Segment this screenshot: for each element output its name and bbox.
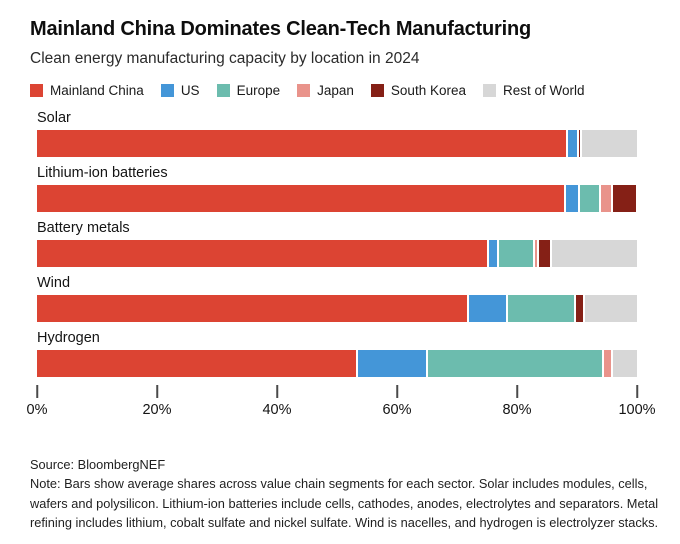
legend-label: Europe <box>236 83 281 98</box>
axis-tick-mark <box>516 385 518 398</box>
bar-segment-rest-of-world <box>582 295 637 322</box>
legend-item-us: US <box>160 83 200 98</box>
stacked-bar-chart: Solar Lithium-ion batteries Battery metals… <box>37 110 639 377</box>
note-text: Note: Bars show average shares across va… <box>30 476 659 530</box>
legend-swatch-icon <box>30 84 43 97</box>
legend-swatch-icon <box>216 84 230 97</box>
legend-swatch-icon <box>297 84 311 97</box>
x-axis: 0% 20% 40% 60% 80% 100% <box>27 385 656 423</box>
bar-segment-japan <box>533 240 537 267</box>
bar-label: Hydrogen <box>37 330 100 346</box>
legend-swatch-icon <box>482 84 496 97</box>
bar-row-battery-metals: Battery metals <box>37 220 637 267</box>
bar-segment-rest-of-world <box>611 350 637 377</box>
bar-label: Battery metals <box>37 220 130 236</box>
bar-segment-rest-of-world <box>549 240 637 267</box>
axis-tick-mark <box>156 385 158 398</box>
stacked-bar <box>37 130 637 157</box>
stacked-bar <box>37 185 639 212</box>
axis-tick-mark <box>276 385 278 398</box>
legend-item-mainland-china: Mainland China <box>30 83 144 98</box>
legend-label: Rest of World <box>502 83 585 98</box>
bar-segment-mainland-china <box>37 185 565 212</box>
source-text: Source: BloombergNEF <box>30 457 166 472</box>
legend-swatch-icon <box>160 84 174 97</box>
bar-segment-us <box>566 130 577 157</box>
bar-segment-europe <box>426 350 603 377</box>
bar-segment-europe <box>578 185 600 212</box>
stacked-bar <box>37 350 637 377</box>
legend-label: Japan <box>317 83 354 98</box>
bar-label: Wind <box>37 275 71 291</box>
bar-segment-south-korea <box>610 185 637 212</box>
axis-tick-label: 100% <box>618 402 656 418</box>
bar-segment-south-korea <box>573 295 583 322</box>
bar-segment-europe <box>497 240 534 267</box>
axis-tick-mark <box>636 385 638 398</box>
legend: Mainland China US Europe Japan South Korea Re… <box>30 83 652 98</box>
bar-segment-south-korea <box>536 240 550 267</box>
bar-segment-us <box>355 350 427 377</box>
bar-segment-us <box>487 240 498 267</box>
legend-item-europe: Europe <box>216 83 281 98</box>
legend-label: Mainland China <box>50 83 144 98</box>
bar-segment-us <box>466 295 507 322</box>
axis-tick-label: 80% <box>502 402 532 418</box>
stacked-bar <box>37 295 637 322</box>
legend-swatch-icon <box>370 84 384 97</box>
axis-tick-label: 0% <box>26 402 48 418</box>
bar-row-lithium-ion-batteries: Lithium-ion batteries <box>37 165 639 212</box>
legend-label: South Korea <box>390 83 466 98</box>
chart-subtitle: Clean energy manufacturing capacity by l… <box>30 50 420 67</box>
axis-tick-label: 40% <box>262 402 292 418</box>
bar-row-wind: Wind <box>37 275 637 322</box>
bar-segment-mainland-china <box>37 240 487 267</box>
legend-item-rest-of-world: Rest of World <box>482 83 585 98</box>
legend-item-japan: Japan <box>297 83 354 98</box>
axis-tick-mark <box>396 385 398 398</box>
bar-label: Lithium-ion batteries <box>37 165 168 181</box>
bar-row-solar: Solar <box>37 110 637 157</box>
bar-segment-us <box>564 185 579 212</box>
bar-segment-south-korea <box>576 130 580 157</box>
bar-segment-japan <box>599 185 611 212</box>
axis-tick-label: 60% <box>382 402 412 418</box>
bar-segment-mainland-china <box>37 130 567 157</box>
bar-segment-rest-of-world <box>636 185 639 212</box>
bar-segment-rest-of-world <box>579 130 637 157</box>
chart-title: Mainland China Dominates Clean-Tech Manu… <box>30 18 531 40</box>
legend-label: US <box>180 83 200 98</box>
bar-segment-mainland-china <box>37 350 356 377</box>
axis-tick-label: 20% <box>142 402 172 418</box>
bar-segment-mainland-china <box>37 295 467 322</box>
bar-row-hydrogen: Hydrogen <box>37 330 637 377</box>
bar-label: Solar <box>37 110 71 126</box>
bar-segment-europe <box>506 295 574 322</box>
stacked-bar <box>37 240 637 267</box>
bar-segment-japan <box>602 350 612 377</box>
axis-tick-mark <box>36 385 38 398</box>
legend-item-south-korea: South Korea <box>370 83 466 98</box>
